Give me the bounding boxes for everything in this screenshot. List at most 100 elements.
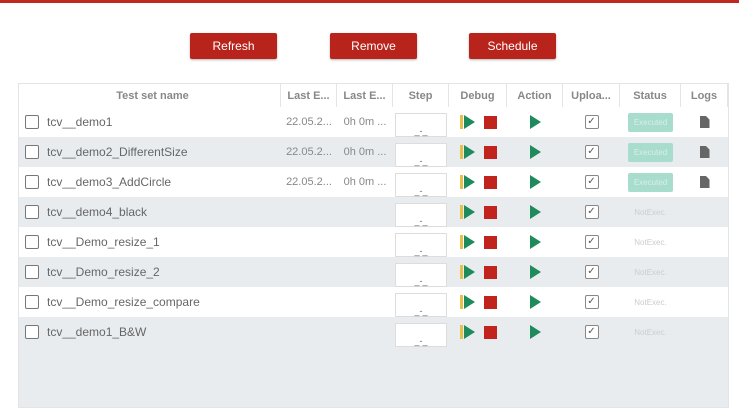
stop-icon[interactable] xyxy=(483,205,497,219)
stop-icon[interactable] xyxy=(483,295,497,309)
status-cell: NotExec. xyxy=(620,257,681,287)
table-row[interactable]: tcv__demo4_black _-_ ✓ NotExec. xyxy=(19,197,728,227)
step-cell: _-_ xyxy=(393,167,449,197)
row-checkbox[interactable] xyxy=(25,265,39,279)
step-input[interactable]: _-_ xyxy=(395,293,447,317)
row-checkbox[interactable] xyxy=(25,175,39,189)
debug-cell xyxy=(449,317,507,347)
debug-step-icon xyxy=(459,115,463,129)
column-header-logs[interactable]: Logs xyxy=(681,84,728,107)
upload-checkbox[interactable]: ✓ xyxy=(584,295,599,309)
log-file-icon[interactable] xyxy=(699,176,710,188)
table-row[interactable]: tcv__demo1 22.05.2... 0h 0m ... _-_ ✓ Execute… xyxy=(19,107,728,137)
column-header-name[interactable]: Test set name xyxy=(19,84,281,107)
logs-cell xyxy=(681,257,728,287)
action-cell xyxy=(507,137,563,167)
debug-cell xyxy=(449,257,507,287)
logs-cell xyxy=(681,137,728,167)
upload-checkbox[interactable]: ✓ xyxy=(584,175,599,189)
last-exec-cell xyxy=(281,317,337,347)
debug-play-icon[interactable] xyxy=(463,295,475,309)
logs-cell xyxy=(681,317,728,347)
debug-cell xyxy=(449,137,507,167)
row-checkbox[interactable] xyxy=(25,235,39,249)
row-checkbox[interactable] xyxy=(25,325,39,339)
test-set-name: tcv__demo3_AddCircle xyxy=(47,175,172,189)
row-checkbox[interactable] xyxy=(25,145,39,159)
duration-cell xyxy=(337,197,393,227)
step-input[interactable]: _-_ xyxy=(395,203,447,227)
table-row[interactable]: tcv__demo2_DifferentSize 22.05.2... 0h 0m … xyxy=(19,137,728,167)
debug-play-icon[interactable] xyxy=(463,325,475,339)
run-play-icon[interactable] xyxy=(529,325,541,339)
step-cell: _-_ xyxy=(393,257,449,287)
run-play-icon[interactable] xyxy=(529,115,541,129)
status-badge: NotExec. xyxy=(634,207,667,217)
table-row[interactable]: tcv__demo1_B&W _-_ ✓ NotExec. xyxy=(19,317,728,347)
debug-play-icon[interactable] xyxy=(463,175,475,189)
column-header-action[interactable]: Action xyxy=(507,84,563,107)
upload-checkbox[interactable]: ✓ xyxy=(584,115,599,129)
debug-play-icon[interactable] xyxy=(463,205,475,219)
column-header-last-duration[interactable]: Last E... xyxy=(337,84,393,107)
upload-cell: ✓ xyxy=(563,317,620,347)
upload-checkbox[interactable]: ✓ xyxy=(584,265,599,279)
step-input[interactable]: _-_ xyxy=(395,173,447,197)
table-row[interactable]: tcv__Demo_resize_compare _-_ ✓ NotExec. xyxy=(19,287,728,317)
upload-checkbox[interactable]: ✓ xyxy=(584,145,599,159)
step-input[interactable]: _-_ xyxy=(395,143,447,167)
step-input[interactable]: _-_ xyxy=(395,113,447,137)
debug-play-icon[interactable] xyxy=(463,115,475,129)
stop-icon[interactable] xyxy=(483,145,497,159)
step-input[interactable]: _-_ xyxy=(395,233,447,257)
column-header-last-exec[interactable]: Last E... xyxy=(281,84,337,107)
step-input[interactable]: _-_ xyxy=(395,323,447,347)
run-play-icon[interactable] xyxy=(529,235,541,249)
table-row[interactable]: tcv__Demo_resize_1 _-_ ✓ NotExec. xyxy=(19,227,728,257)
duration-cell xyxy=(337,257,393,287)
debug-play-icon[interactable] xyxy=(463,265,475,279)
step-cell: _-_ xyxy=(393,317,449,347)
row-checkbox[interactable] xyxy=(25,205,39,219)
debug-cell xyxy=(449,227,507,257)
column-header-status[interactable]: Status xyxy=(620,84,681,107)
action-cell xyxy=(507,257,563,287)
debug-play-icon[interactable] xyxy=(463,235,475,249)
stop-icon[interactable] xyxy=(483,265,497,279)
stop-icon[interactable] xyxy=(483,325,497,339)
run-play-icon[interactable] xyxy=(529,265,541,279)
column-header-step[interactable]: Step xyxy=(393,84,449,107)
run-play-icon[interactable] xyxy=(529,205,541,219)
log-file-icon[interactable] xyxy=(699,146,710,158)
duration-cell xyxy=(337,227,393,257)
action-cell xyxy=(507,197,563,227)
run-play-icon[interactable] xyxy=(529,295,541,309)
refresh-button[interactable]: Refresh xyxy=(190,33,277,59)
debug-play-icon[interactable] xyxy=(463,145,475,159)
column-header-debug[interactable]: Debug xyxy=(449,84,507,107)
column-header-uploaded[interactable]: Uploa... xyxy=(563,84,620,107)
step-cell: _-_ xyxy=(393,107,449,137)
status-badge: NotExec. xyxy=(634,267,667,277)
schedule-button[interactable]: Schedule xyxy=(469,33,556,59)
upload-checkbox[interactable]: ✓ xyxy=(584,325,599,339)
stop-icon[interactable] xyxy=(483,115,497,129)
run-play-icon[interactable] xyxy=(529,145,541,159)
stop-icon[interactable] xyxy=(483,175,497,189)
table-row[interactable]: tcv__demo3_AddCircle 22.05.2... 0h 0m ... _… xyxy=(19,167,728,197)
upload-checkbox[interactable]: ✓ xyxy=(584,205,599,219)
status-badge: Executed xyxy=(627,112,674,132)
action-cell xyxy=(507,317,563,347)
row-checkbox[interactable] xyxy=(25,115,39,129)
test-set-name: tcv__demo4_black xyxy=(47,205,148,219)
run-play-icon[interactable] xyxy=(529,175,541,189)
log-file-icon[interactable] xyxy=(699,116,710,128)
remove-button[interactable]: Remove xyxy=(330,33,417,59)
table-row[interactable]: tcv__Demo_resize_2 _-_ ✓ NotExec. xyxy=(19,257,728,287)
status-cell: NotExec. xyxy=(620,317,681,347)
status-badge: NotExec. xyxy=(634,297,667,307)
upload-checkbox[interactable]: ✓ xyxy=(584,235,599,249)
row-checkbox[interactable] xyxy=(25,295,39,309)
stop-icon[interactable] xyxy=(483,235,497,249)
step-input[interactable]: _-_ xyxy=(395,263,447,287)
